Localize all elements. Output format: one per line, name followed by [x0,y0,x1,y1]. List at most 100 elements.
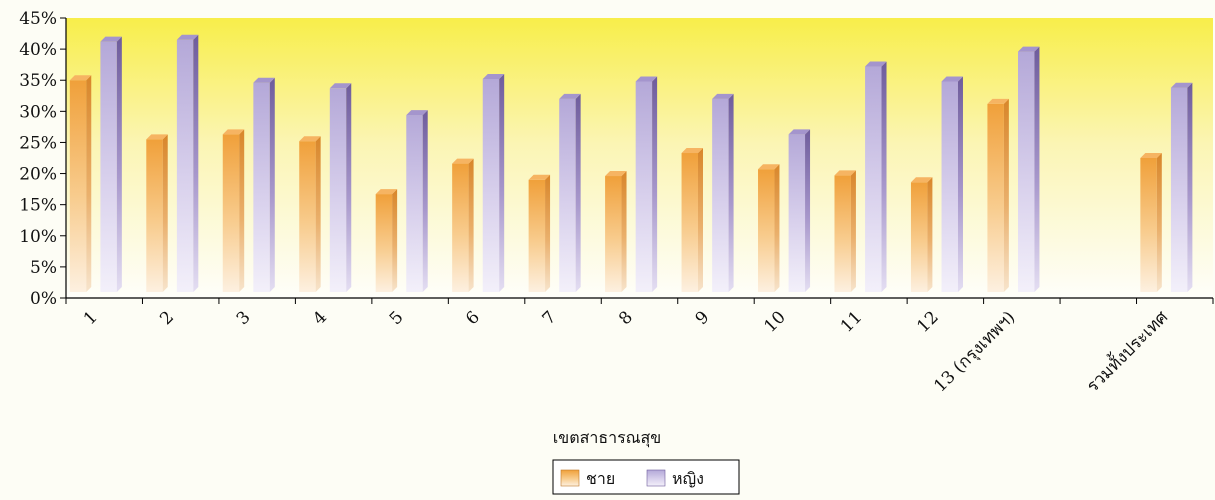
bar-male [299,136,321,292]
bar-side-face [575,93,581,292]
bar-male [452,158,474,292]
bar-top-face [146,134,168,140]
bar-female [635,76,658,292]
bar-side-face [545,174,551,292]
bar-front-face [1140,158,1157,292]
bar-front-face [865,66,882,293]
bar-female [788,129,811,292]
bar-front-face [1170,87,1188,292]
bar-top-face [834,170,856,176]
bar-front-face [452,163,469,292]
bar-side-face [957,76,963,292]
bar-top-face [1018,46,1040,52]
bar-side-face [728,93,734,292]
y-tick-label: 30% [19,102,57,122]
bar-side-face [774,164,780,292]
bars-group [69,34,1193,293]
y-tick-label: 35% [19,71,57,91]
bar-front-face [482,78,500,292]
bar-front-face [987,103,1004,292]
bar-top-face [482,73,505,79]
bar-female [865,61,887,293]
bar-front-face [329,88,347,292]
bar-front-face [222,134,240,292]
x-tick-label: 2 [156,307,178,329]
bar-front-face [834,175,851,292]
y-tick-label: 45% [19,9,57,29]
legend-frame [552,459,740,495]
x-tick-label: 5 [386,307,408,329]
bar-top-face [635,76,658,82]
bar-side-face [162,134,168,292]
bar-front-face [559,98,576,292]
bar-side-face [805,129,811,292]
bar-male [910,177,933,292]
y-tick-label: 10% [19,227,57,247]
bar-front-face [941,81,958,292]
bar-top-face [69,75,92,81]
y-tick-label: 25% [19,133,57,153]
bar-side-face [1187,82,1193,292]
x-tick-label: 11 [837,307,866,336]
bar-front-face [146,139,163,292]
bar-top-face [452,158,474,164]
bar-top-face [605,171,627,177]
bar-male [222,129,245,292]
x-tick-label: 1 [80,307,102,329]
bar-top-face [1140,153,1162,158]
bar-top-face [1170,82,1193,88]
bar-front-face [528,179,546,292]
y-tick-label: 20% [19,165,57,185]
bar-front-face [299,141,316,292]
bar-front-face [406,115,423,292]
bar-top-face [865,61,887,67]
bar-front-face [100,41,117,293]
x-tick-label: 3 [233,307,255,329]
bar-side-face [850,170,856,292]
bar-side-face [881,61,887,293]
bar-female [100,36,122,293]
bar-top-face [375,189,398,195]
bar-side-face [1003,98,1009,292]
bar-side-face [86,75,92,292]
bar-front-face [681,153,698,292]
bar-front-face [375,194,393,292]
bar-side-face [499,73,505,292]
bar-male [605,171,627,292]
bar-front-face [253,82,270,292]
bar-side-face [1156,153,1162,292]
x-tick-label: 10 [760,307,789,336]
bar-front-face [605,176,622,292]
bar-top-face [100,36,122,42]
bar-front-face [635,81,653,292]
bar-female [941,76,963,292]
y-tick-label: 5% [30,258,57,278]
bar-female [559,93,581,292]
bar-front-face [788,134,806,292]
bar-side-face [652,76,658,292]
bar-top-face [941,76,963,82]
x-tick-label: 6 [462,307,484,329]
bar-female [1170,82,1193,292]
legend-swatch-male [560,469,580,487]
bar-top-face [528,174,551,180]
bar-male [146,134,168,292]
bar-top-face [253,77,275,83]
bar-female [1018,46,1040,292]
legend: ชาย หญิง [552,459,740,495]
bar-male [528,174,551,292]
bar-side-face [116,36,122,293]
bar-top-face [788,129,811,135]
bar-female [482,73,505,292]
bar-male [375,189,398,292]
bar-side-face [697,148,703,292]
bar-front-face [176,39,194,293]
x-tick-label: รวมทั้งประเทศ [1081,305,1173,397]
x-tick-label: 13 (กรุงเทพฯ) [930,307,1019,396]
y-ticks: 0% 5% 10% 15% 20% 25% 30% 35% 40% 45% [19,9,66,309]
bar-front-face [1018,51,1035,292]
legend-swatch-female [646,469,666,487]
bar-side-face [1034,46,1040,292]
bar-front-face [910,182,928,292]
